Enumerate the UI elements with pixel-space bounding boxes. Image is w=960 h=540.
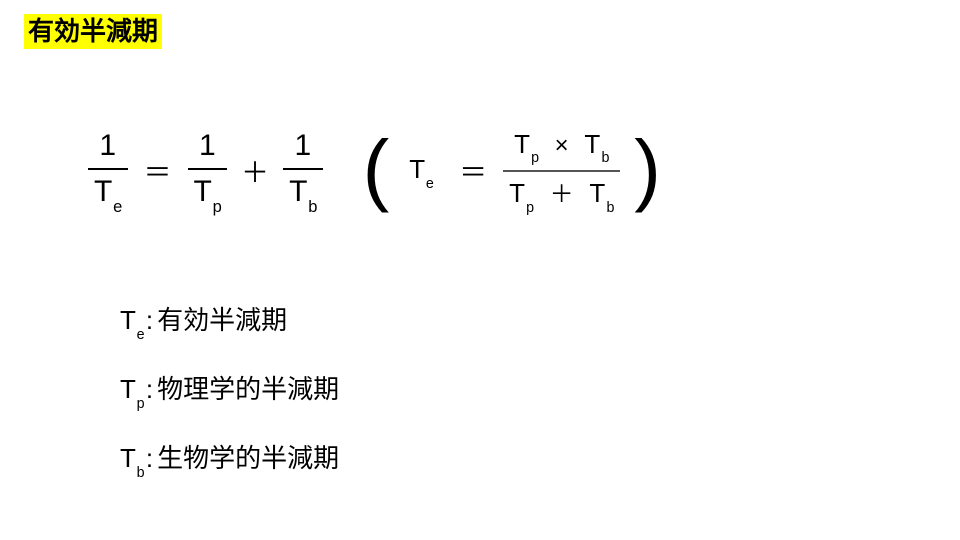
numerator: 1 [288,128,317,164]
definition-te: Te :有効半減期 [120,300,339,339]
definition-tp: Tp :物理学的半減期 [120,369,339,408]
subscript-p: p [213,198,222,216]
equals-sign: ＝ [459,151,487,191]
fraction-bar [283,168,323,170]
plus-sign: ＋ [241,151,269,191]
fraction-1-over-te: 1 Te [88,128,128,214]
paren-right: ) [634,137,661,201]
paren-left: ( [363,137,390,201]
formula-row: 1 Te ＝ 1 Tp ＋ 1 Tb ( Te [88,128,661,214]
def-text: 物理学的半減期 [157,374,339,404]
numerator: 1 [93,128,122,164]
subscript-e: e [426,176,434,192]
var-tb: Tb [589,178,614,208]
var-t: T [289,175,307,208]
denominator: Tp ＋ Tb [503,176,620,213]
var-tb: Tb [584,129,609,159]
fraction-tptb-over-sum: Tp × Tb Tp ＋ Tb [503,129,620,214]
fraction-bar [503,170,620,172]
fraction-1-over-tp: 1 Tp [188,128,228,214]
var-t: T [94,175,112,208]
def-text: 生物学的半減期 [157,443,339,473]
slide-page: 有効半減期 1 Te ＝ 1 Tp ＋ 1 Tb [0,0,960,540]
definition-tb: Tb :生物学的半減期 [120,438,339,477]
def-symbol: Te [120,305,144,339]
times-sign: × [555,132,570,161]
var-te: Te [409,154,433,188]
var-t: T [194,175,212,208]
var-tp: Tp [509,178,534,208]
fraction-bar [188,168,228,170]
slide-title: 有効半減期 [24,14,162,49]
fraction-1-over-tb: 1 Tb [283,128,323,214]
numerator: Tp × Tb [508,129,615,166]
colon: : [146,443,153,473]
colon: : [146,374,153,404]
subscript-e: e [113,198,122,216]
equals-sign: ＝ [144,151,172,191]
var-tp: Tp [514,129,539,159]
plus-sign: ＋ [550,181,575,210]
def-text: 有効半減期 [157,305,287,335]
definitions-block: Te :有効半減期 Tp :物理学的半減期 Tb :生物学的半減期 [120,300,339,508]
def-symbol: Tb [120,443,144,477]
numerator: 1 [193,128,222,164]
colon: : [146,305,153,335]
fraction-bar [88,168,128,170]
def-symbol: Tp [120,374,144,408]
denominator: Tb [283,174,323,214]
denominator: Tp [188,174,228,214]
var-t: T [409,154,425,184]
denominator: Te [88,174,128,214]
subscript-b: b [308,198,317,216]
